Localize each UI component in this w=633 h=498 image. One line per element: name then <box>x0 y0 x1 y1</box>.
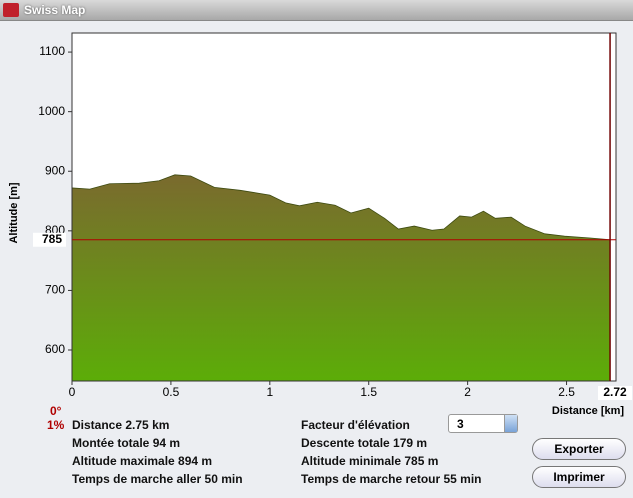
app-icon <box>3 3 19 17</box>
x-axis-label: Distance [km] <box>552 405 624 417</box>
title-bar: Swiss Map <box>0 0 633 21</box>
factor-label: Facteur d'élévation <box>301 418 410 432</box>
print-button[interactable]: Imprimer <box>532 466 626 488</box>
stat-label: Montée totale <box>72 436 150 450</box>
stat-value: 50 min <box>204 472 243 486</box>
stat-label: Temps de marche aller <box>72 472 202 486</box>
y-tick-label: 600 <box>45 342 65 356</box>
factor-select[interactable]: 3 <box>448 414 518 433</box>
distance-box <box>598 386 632 400</box>
stat-label: Altitude minimale <box>301 454 402 468</box>
altitude-box <box>33 232 66 247</box>
factor-value: 3 <box>457 417 464 431</box>
x-tick-label: 1.5 <box>360 385 377 399</box>
altitude-marker-label: 785 <box>42 232 62 246</box>
y-axis-label: Altitude [m] <box>8 182 20 243</box>
stat-value: 94 m <box>152 436 181 450</box>
x-tick-label: 2 <box>464 385 471 399</box>
stat-value: 55 min <box>443 472 482 486</box>
plot-border <box>71 32 617 382</box>
elevation-area <box>71 174 611 382</box>
stat-label: Altitude maximale <box>72 454 175 468</box>
window-title: Swiss Map <box>24 3 86 17</box>
distance-marker-label: 2.72 <box>603 385 627 399</box>
stat-value: 2.75 km <box>125 418 170 432</box>
stat-value: 785 m <box>404 454 439 468</box>
stat-value: 894 m <box>178 454 213 468</box>
x-tick-label: 0 <box>69 385 76 399</box>
y-tick-label: 900 <box>45 163 65 177</box>
y-tick-label: 1100 <box>39 44 65 58</box>
y-tick-label: 700 <box>45 283 65 297</box>
chart: Altitude [m] Distance [km] 6007008009001… <box>8 32 632 417</box>
stat-label: Temps de marche retour <box>301 472 441 486</box>
angle: 0° <box>50 404 62 418</box>
x-tick-label: 0.5 <box>163 385 180 399</box>
stat-value: 179 m <box>393 436 428 450</box>
x-tick-label: 2.5 <box>558 385 575 399</box>
stat-label: Distance <box>72 418 123 432</box>
stat-label: Descente totale <box>301 436 390 450</box>
x-tick-label: 1 <box>266 385 273 399</box>
export-button[interactable]: Exporter <box>532 438 626 460</box>
y-tick-label: 1000 <box>38 104 65 118</box>
slope: 1% <box>47 418 65 432</box>
spinner[interactable] <box>504 415 517 432</box>
